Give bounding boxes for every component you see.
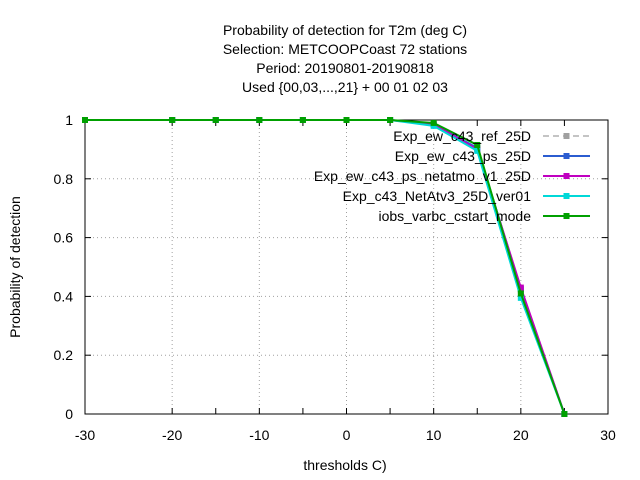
legend-label: Exp_ew_c43_ref_25D bbox=[393, 128, 531, 144]
x-tick-label: 30 bbox=[600, 427, 616, 443]
chart-title: Probability of detection for T2m (deg C)… bbox=[223, 22, 467, 95]
x-tick-label: -20 bbox=[162, 427, 182, 443]
legend-swatch-marker bbox=[563, 173, 570, 179]
y-tick-label: 1 bbox=[65, 112, 73, 128]
x-axis-label: thresholds C) bbox=[303, 457, 386, 473]
series-point-5 bbox=[517, 290, 524, 297]
x-tick-label: 10 bbox=[426, 427, 442, 443]
legend-label: iobs_varbc_cstart_mode bbox=[378, 208, 531, 224]
series-lines bbox=[82, 117, 568, 417]
title-line: Period: 20190801-20190818 bbox=[256, 60, 434, 76]
series-line-4 bbox=[85, 119, 566, 415]
title-line: Used {00,03,...,21} + 00 01 02 03 bbox=[242, 79, 448, 95]
y-axis-label: Probability of detection bbox=[7, 196, 23, 338]
legend-swatch-marker bbox=[563, 153, 570, 159]
series-line-5 bbox=[85, 119, 566, 415]
series-point-5 bbox=[169, 117, 176, 123]
series-point-5 bbox=[430, 119, 437, 126]
series-point-5 bbox=[256, 117, 263, 123]
series-line-1 bbox=[85, 119, 565, 415]
series-point-4 bbox=[474, 147, 481, 154]
series-line-2 bbox=[85, 119, 566, 415]
series-point-5 bbox=[561, 411, 568, 417]
title-line: Selection: METCOOPCoast 72 stations bbox=[223, 41, 467, 57]
y-tick-label: 0.6 bbox=[54, 230, 74, 246]
legend: Exp_ew_c43_ref_25D Exp_ew_c43_ps_25D Exp_e… bbox=[314, 128, 590, 224]
y-tick-label: 0.2 bbox=[54, 347, 74, 363]
x-tick-label: -10 bbox=[249, 427, 269, 443]
series-point-5 bbox=[387, 117, 394, 123]
legend-label: Exp_ew_c43_ps_netatmo_v1_25D bbox=[314, 168, 531, 184]
y-tick-label: 0.4 bbox=[54, 288, 74, 304]
legend-swatch-marker bbox=[563, 133, 570, 139]
x-tick-label: -30 bbox=[75, 427, 95, 443]
grid bbox=[85, 120, 608, 414]
series-point-4 bbox=[517, 294, 524, 301]
x-tick-label: 20 bbox=[513, 427, 529, 443]
legend-label: Exp_ew_c43_ps_25D bbox=[395, 148, 531, 164]
series-point-5 bbox=[82, 117, 88, 123]
series-point-5 bbox=[343, 117, 350, 123]
legend-swatch-marker bbox=[563, 213, 570, 219]
y-tick-label: 0.8 bbox=[54, 171, 74, 187]
x-tick-label: 0 bbox=[343, 427, 351, 443]
y-tick-label: 0 bbox=[65, 406, 73, 422]
series-point-5 bbox=[474, 141, 481, 148]
legend-label: Exp_c43_NetAtv3_25D_ver01 bbox=[343, 188, 532, 204]
series-point-5 bbox=[212, 117, 219, 123]
title-line: Probability of detection for T2m (deg C) bbox=[223, 22, 467, 38]
series-point-5 bbox=[299, 117, 306, 123]
series-point-3 bbox=[517, 284, 524, 291]
series-line-3 bbox=[85, 119, 566, 415]
axes: -30 -20 -10 0 10 20 30 0 0.2 0.4 0.6 0.8 1 bbox=[54, 112, 616, 443]
legend-swatch-marker bbox=[563, 193, 570, 199]
